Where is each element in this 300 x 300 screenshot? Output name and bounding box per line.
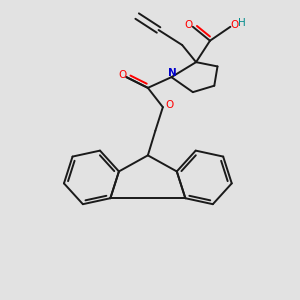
Text: O: O: [165, 100, 173, 110]
Text: O: O: [184, 20, 193, 30]
Text: N: N: [168, 68, 177, 78]
Text: O: O: [230, 20, 239, 30]
Text: O: O: [118, 70, 126, 80]
Text: H: H: [238, 17, 246, 28]
